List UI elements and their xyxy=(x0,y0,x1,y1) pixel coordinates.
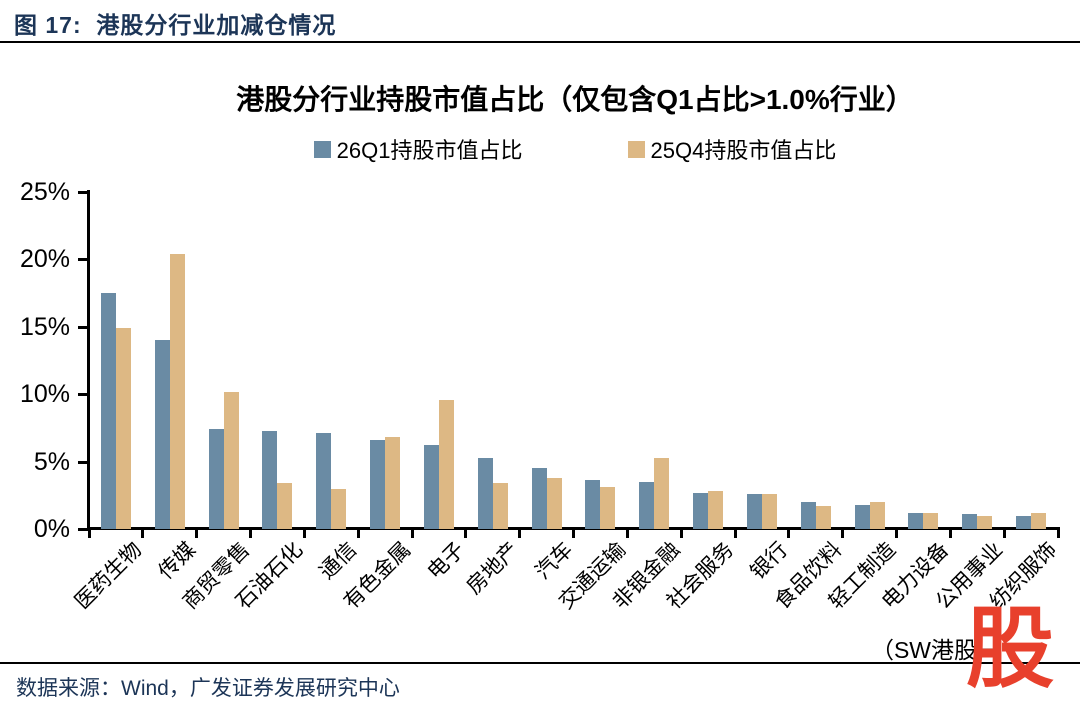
data-source-text: 数据来源：Wind，广发证券发展研究中心 xyxy=(16,677,400,700)
x-axis-tick xyxy=(302,529,306,538)
bar-25q4-1 xyxy=(115,328,131,529)
bar-25q4-2 xyxy=(169,254,185,529)
y-axis-label: 10% xyxy=(19,380,70,409)
y-axis-tick xyxy=(78,528,89,531)
bar-26q1-11 xyxy=(639,481,655,529)
bar-25q4-14 xyxy=(815,506,831,529)
x-axis-tick xyxy=(572,529,575,538)
legend-item-25q4: 25Q4持股市值占比 xyxy=(627,133,837,165)
bar-25q4-13 xyxy=(761,493,777,529)
y-axis-label: 5% xyxy=(33,447,70,476)
y-axis-label: 20% xyxy=(19,245,70,274)
x-axis-tick xyxy=(356,529,360,538)
x-axis-tick xyxy=(733,529,737,538)
legend-swatch-blue-icon xyxy=(313,140,331,158)
bar-26q1-2 xyxy=(154,340,170,529)
bar-26q1-3 xyxy=(208,429,224,529)
x-axis-tick xyxy=(249,529,252,538)
bar-25q4-18 xyxy=(1031,512,1047,529)
bar-26q1-18 xyxy=(1016,515,1032,529)
bar-26q1-8 xyxy=(477,457,493,529)
x-axis-line xyxy=(87,527,1060,530)
legend-swatch-tan-icon xyxy=(627,140,645,158)
bar-26q1-6 xyxy=(370,440,386,529)
chart-legend: 26Q1持股市值占比 25Q4持股市值占比 xyxy=(80,133,1070,165)
bar-26q1-5 xyxy=(316,433,332,529)
header-divider-line xyxy=(0,41,1080,43)
x-axis-tick xyxy=(625,529,629,538)
bar-26q1-17 xyxy=(962,514,978,529)
bar-26q1-7 xyxy=(423,445,439,529)
bar-25q4-16 xyxy=(923,512,939,529)
bar-26q1-9 xyxy=(531,468,547,529)
y-axis-tick xyxy=(78,460,89,464)
x-axis-tick xyxy=(1056,529,1060,538)
x-axis-tick xyxy=(141,529,145,538)
bar-26q1-10 xyxy=(585,480,601,529)
bar-26q1-4 xyxy=(262,430,278,529)
bar-26q1-16 xyxy=(908,512,924,529)
y-axis-tick xyxy=(78,393,89,397)
legend-item-26q1: 26Q1持股市值占比 xyxy=(313,133,523,165)
x-axis-tick xyxy=(679,529,683,538)
x-axis-tick xyxy=(948,529,952,538)
y-axis-label: 0% xyxy=(33,515,70,543)
bar-26q1-12 xyxy=(693,492,709,529)
legend-label-25q4: 25Q4持股市值占比 xyxy=(650,138,837,163)
x-axis-tick xyxy=(87,529,91,538)
bar-25q4-3 xyxy=(223,391,239,529)
bar-25q4-11 xyxy=(654,457,670,529)
bar-25q4-17 xyxy=(977,515,993,529)
x-axis-tick xyxy=(464,529,468,538)
y-axis-tick xyxy=(78,191,89,194)
bar-25q4-7 xyxy=(438,399,454,529)
x-axis-tick xyxy=(787,529,791,538)
figure-header-title: 图 17: 港股分行业加减仓情况 xyxy=(14,12,337,38)
x-axis-tick xyxy=(410,529,414,538)
axis-note-sw: （SW港股一 xyxy=(870,637,1000,663)
bar-25q4-12 xyxy=(708,491,724,529)
bar-25q4-15 xyxy=(869,502,885,529)
bar-25q4-6 xyxy=(385,437,401,529)
bar-26q1-14 xyxy=(800,502,816,529)
bar-25q4-4 xyxy=(277,483,293,529)
bar-25q4-10 xyxy=(600,487,616,529)
red-logo-watermark: 股 xyxy=(966,599,1055,698)
bar-25q4-9 xyxy=(546,477,562,529)
bar-25q4-5 xyxy=(331,488,347,529)
bar-25q4-8 xyxy=(492,483,508,529)
x-axis-tick xyxy=(1002,529,1006,538)
x-axis-tick xyxy=(518,529,522,538)
y-axis-tick xyxy=(78,325,89,329)
footer-divider-line xyxy=(0,662,1080,664)
y-axis-line xyxy=(87,190,90,530)
chart-title: 港股分行业持股市值占比（仅包含Q1占比>1.0%行业） xyxy=(236,84,914,115)
y-axis-tick xyxy=(78,258,89,262)
x-axis-tick xyxy=(195,529,199,538)
y-axis-label: 25% xyxy=(19,178,70,206)
bar-26q1-15 xyxy=(854,504,870,529)
x-axis-tick xyxy=(895,529,898,538)
bar-26q1-13 xyxy=(746,493,762,529)
y-axis-label: 15% xyxy=(19,312,70,341)
x-axis-tick xyxy=(841,529,845,538)
bar-26q1-1 xyxy=(100,293,116,529)
legend-label-26q1: 26Q1持股市值占比 xyxy=(336,138,523,163)
